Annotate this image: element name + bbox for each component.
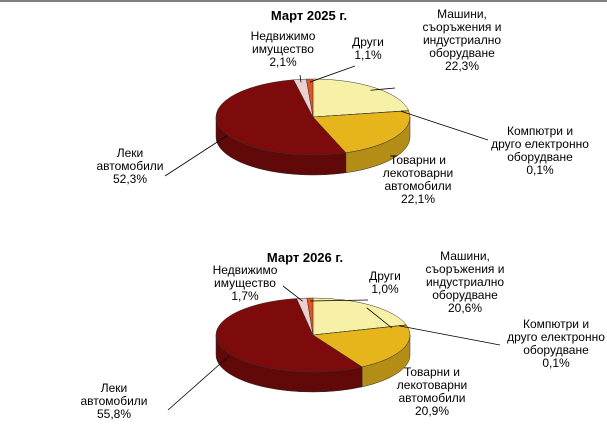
slice-value-label: 55,8% — [97, 407, 131, 421]
leader-line — [299, 74, 302, 83]
pie-slice — [312, 110, 411, 154]
pie-slice — [312, 324, 411, 368]
pie-side-shade — [216, 117, 346, 175]
leader-line — [164, 135, 228, 177]
leader-line — [398, 325, 501, 346]
chart-title: Март 2025 г. — [271, 8, 347, 23]
pie-side-shade — [345, 117, 410, 173]
slice-value-label: 22,3% — [445, 59, 479, 73]
pie-slice — [306, 78, 314, 118]
pie-slice — [312, 297, 407, 336]
slice-value-label: 52,3% — [113, 172, 147, 186]
slice-value-label: 20,9% — [415, 404, 449, 418]
pie-slice — [215, 298, 363, 373]
slice-value-label: 0,1% — [542, 356, 570, 370]
pie-side-shade — [216, 335, 363, 393]
leader-line — [400, 110, 489, 141]
leader-line — [309, 65, 356, 83]
slice-label: Други — [352, 35, 384, 49]
slice-label: Леки автомобили — [80, 381, 147, 408]
slice-label: Компютри и друго електронно оборудване — [491, 124, 589, 164]
slice-value-label: 22,1% — [401, 192, 435, 206]
slice-label: Компютри и друго електронно оборудване — [507, 317, 605, 357]
leader-line — [370, 87, 396, 91]
slice-label: Машини, съоръжения и индустриално оборудван… — [426, 249, 505, 302]
slice-label: Леки автомобили — [96, 146, 163, 173]
slice-label: Недвижимо имущество — [251, 29, 316, 56]
chart-title: Март 2026 г. — [267, 250, 343, 265]
slice-label: Машини, съоръжения и индустриално оборудван… — [423, 7, 502, 60]
leader-line — [282, 285, 303, 302]
pie-side-shade — [362, 335, 410, 387]
slice-label: Недвижимо имущество — [213, 263, 278, 290]
slice-value-label: 1,7% — [231, 289, 259, 303]
slice-label: Товарни и лекотоварни автомобили — [397, 365, 467, 405]
pie-slice — [306, 297, 314, 336]
leader-line — [310, 299, 369, 302]
slice-value-label: 0,1% — [526, 163, 554, 177]
slice-value-label: 1,1% — [354, 48, 382, 62]
slice-label: Други — [369, 269, 401, 283]
slice-value-label: 1,0% — [371, 282, 399, 296]
pie-slice — [215, 79, 347, 156]
slice-label: Товарни и лекотоварни автомобили — [383, 153, 453, 193]
leader-line — [366, 307, 393, 329]
leader-line — [167, 355, 230, 411]
pie-slice — [312, 78, 409, 118]
slice-value-label: 2,1% — [269, 55, 297, 69]
slice-value-label: 20,6% — [448, 301, 482, 315]
